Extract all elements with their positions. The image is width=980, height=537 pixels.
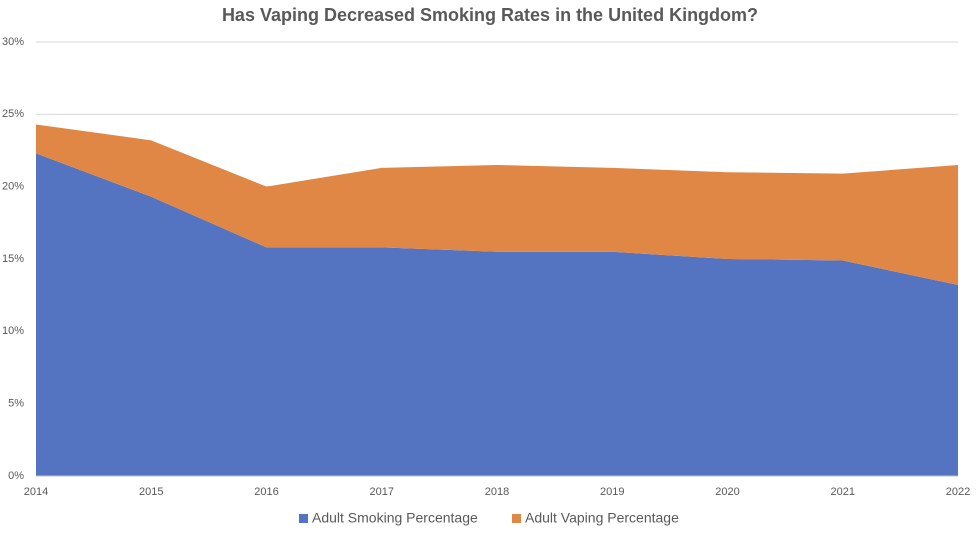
chart-title: Has Vaping Decreased Smoking Rates in th… [222,5,758,25]
area [36,124,958,286]
legend-label: Adult Vaping Percentage [525,510,679,526]
legend-swatch [299,514,308,523]
y-tick-label: 10% [2,325,24,337]
y-tick-label: 30% [2,36,24,48]
legend-label: Adult Smoking Percentage [312,510,478,526]
y-tick-label: 5% [8,398,24,410]
area [36,153,958,477]
x-tick-label: 2015 [139,486,163,498]
y-tick-label: 20% [2,181,24,193]
x-tick-label: 2021 [831,486,855,498]
x-tick-label: 2014 [24,486,48,498]
y-tick-label: 25% [2,108,24,120]
x-tick-label: 2017 [370,486,394,498]
x-tick-label: 2020 [715,486,739,498]
y-tick-label: 0% [8,470,24,482]
legend-swatch [512,514,521,523]
x-tick-label: 2018 [485,486,509,498]
x-tick-label: 2022 [946,486,970,498]
x-tick-label: 2016 [254,486,278,498]
x-tick-label: 2019 [600,486,624,498]
y-tick-label: 15% [2,253,24,265]
